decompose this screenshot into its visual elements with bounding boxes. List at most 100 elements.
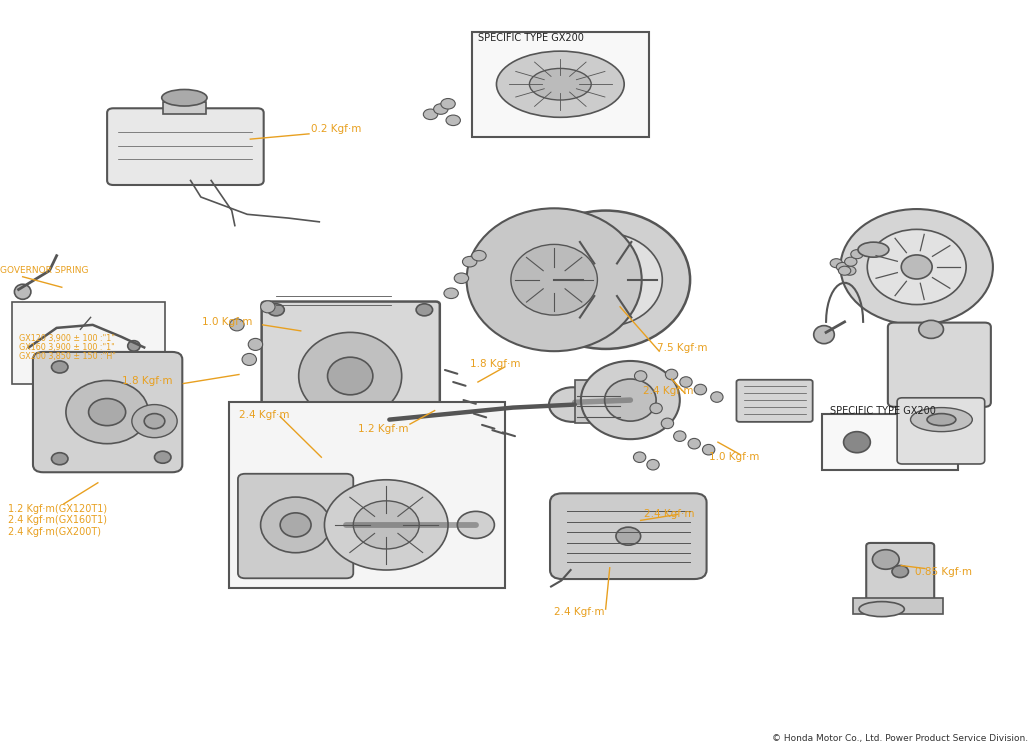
- Ellipse shape: [892, 566, 908, 578]
- Bar: [229, 402, 505, 588]
- Bar: [12, 302, 165, 384]
- FancyBboxPatch shape: [888, 323, 991, 407]
- Ellipse shape: [457, 511, 494, 538]
- Ellipse shape: [416, 439, 433, 451]
- Ellipse shape: [836, 262, 849, 271]
- Ellipse shape: [927, 414, 956, 426]
- Ellipse shape: [650, 403, 662, 414]
- Ellipse shape: [858, 242, 889, 257]
- Text: SPECIFIC TYPE GX200: SPECIFIC TYPE GX200: [830, 405, 936, 416]
- Ellipse shape: [840, 209, 993, 325]
- Text: 2.4 Kgf·m: 2.4 Kgf·m: [643, 386, 693, 396]
- Ellipse shape: [444, 288, 458, 299]
- Text: 2.4 Kgf·m: 2.4 Kgf·m: [644, 508, 694, 519]
- Ellipse shape: [511, 244, 597, 315]
- Ellipse shape: [496, 51, 624, 117]
- Ellipse shape: [89, 399, 126, 426]
- Text: GX160 3,900 ± 100 :"1": GX160 3,900 ± 100 :"1": [19, 343, 114, 352]
- Ellipse shape: [328, 357, 373, 395]
- FancyBboxPatch shape: [897, 398, 985, 464]
- Ellipse shape: [851, 250, 863, 259]
- Ellipse shape: [911, 408, 972, 432]
- Ellipse shape: [441, 99, 455, 109]
- FancyBboxPatch shape: [238, 474, 353, 578]
- Ellipse shape: [702, 444, 715, 455]
- Ellipse shape: [268, 439, 284, 451]
- FancyBboxPatch shape: [107, 108, 264, 185]
- Bar: [163, 102, 206, 114]
- Ellipse shape: [633, 452, 646, 462]
- Ellipse shape: [423, 109, 438, 120]
- Text: 1.2 Kgf·m(GX120T1): 1.2 Kgf·m(GX120T1): [8, 504, 107, 514]
- Ellipse shape: [434, 104, 448, 114]
- FancyBboxPatch shape: [33, 352, 182, 472]
- Ellipse shape: [446, 115, 460, 126]
- Text: 1.8 Kgf·m: 1.8 Kgf·m: [470, 359, 520, 369]
- Ellipse shape: [549, 387, 596, 422]
- Ellipse shape: [268, 304, 284, 316]
- Ellipse shape: [844, 266, 856, 275]
- Text: GX120 3,900 ± 100 :"1": GX120 3,900 ± 100 :"1": [19, 334, 114, 343]
- Ellipse shape: [859, 602, 904, 617]
- Ellipse shape: [711, 392, 723, 402]
- Ellipse shape: [647, 459, 659, 470]
- Ellipse shape: [549, 233, 662, 326]
- Ellipse shape: [844, 432, 870, 453]
- Ellipse shape: [830, 259, 843, 268]
- Ellipse shape: [587, 265, 624, 295]
- Ellipse shape: [248, 338, 263, 350]
- Text: SPECIFIC TYPE GX200: SPECIFIC TYPE GX200: [478, 32, 584, 43]
- Ellipse shape: [661, 418, 674, 429]
- Ellipse shape: [66, 381, 148, 444]
- Ellipse shape: [52, 361, 68, 373]
- Text: 1.0 Kgf·m: 1.0 Kgf·m: [709, 452, 759, 462]
- Bar: [853, 598, 943, 614]
- Ellipse shape: [867, 229, 966, 305]
- Ellipse shape: [814, 326, 834, 344]
- Text: 2.4 Kgf·m: 2.4 Kgf·m: [239, 410, 289, 420]
- Text: 0.85 Kgf·m: 0.85 Kgf·m: [915, 566, 971, 577]
- FancyBboxPatch shape: [866, 543, 934, 603]
- Ellipse shape: [454, 273, 469, 284]
- Ellipse shape: [324, 480, 448, 570]
- Ellipse shape: [919, 320, 943, 338]
- Text: 7.5 Kgf·m: 7.5 Kgf·m: [657, 343, 708, 353]
- Ellipse shape: [372, 404, 411, 435]
- FancyBboxPatch shape: [736, 380, 813, 422]
- Ellipse shape: [605, 379, 656, 421]
- Bar: [575, 380, 620, 423]
- Text: 1.2 Kgf·m: 1.2 Kgf·m: [358, 423, 409, 434]
- Ellipse shape: [128, 341, 140, 351]
- Text: 2.4 Kgf·m(GX200T): 2.4 Kgf·m(GX200T): [8, 526, 101, 537]
- Ellipse shape: [52, 453, 68, 465]
- Ellipse shape: [144, 414, 165, 429]
- Text: 1.8 Kgf·m: 1.8 Kgf·m: [122, 375, 172, 386]
- Ellipse shape: [416, 304, 433, 316]
- Ellipse shape: [261, 497, 331, 553]
- Ellipse shape: [230, 319, 244, 331]
- Ellipse shape: [261, 301, 275, 313]
- Ellipse shape: [521, 211, 690, 349]
- Ellipse shape: [901, 255, 932, 279]
- Ellipse shape: [14, 284, 31, 299]
- Ellipse shape: [162, 89, 207, 106]
- Text: 0.2 Kgf·m: 0.2 Kgf·m: [311, 124, 362, 135]
- Ellipse shape: [634, 371, 647, 381]
- Text: 1.0 Kgf·m: 1.0 Kgf·m: [202, 317, 252, 327]
- Ellipse shape: [680, 377, 692, 387]
- Text: © Honda Motor Co., Ltd. Power Product Service Division.: © Honda Motor Co., Ltd. Power Product Se…: [771, 734, 1028, 743]
- Ellipse shape: [665, 369, 678, 380]
- Text: 2.4 Kgf·m: 2.4 Kgf·m: [554, 607, 605, 617]
- Ellipse shape: [154, 451, 171, 463]
- Ellipse shape: [353, 501, 419, 549]
- FancyBboxPatch shape: [262, 302, 440, 462]
- Text: 2.4 Kgf·m(GX160T1): 2.4 Kgf·m(GX160T1): [8, 515, 107, 526]
- Ellipse shape: [838, 266, 851, 275]
- Ellipse shape: [694, 384, 707, 395]
- Bar: [822, 414, 958, 470]
- Ellipse shape: [616, 527, 641, 545]
- Ellipse shape: [845, 257, 857, 266]
- Text: GOVERNOR SPRING: GOVERNOR SPRING: [0, 266, 89, 275]
- Ellipse shape: [299, 332, 402, 420]
- Ellipse shape: [467, 208, 642, 351]
